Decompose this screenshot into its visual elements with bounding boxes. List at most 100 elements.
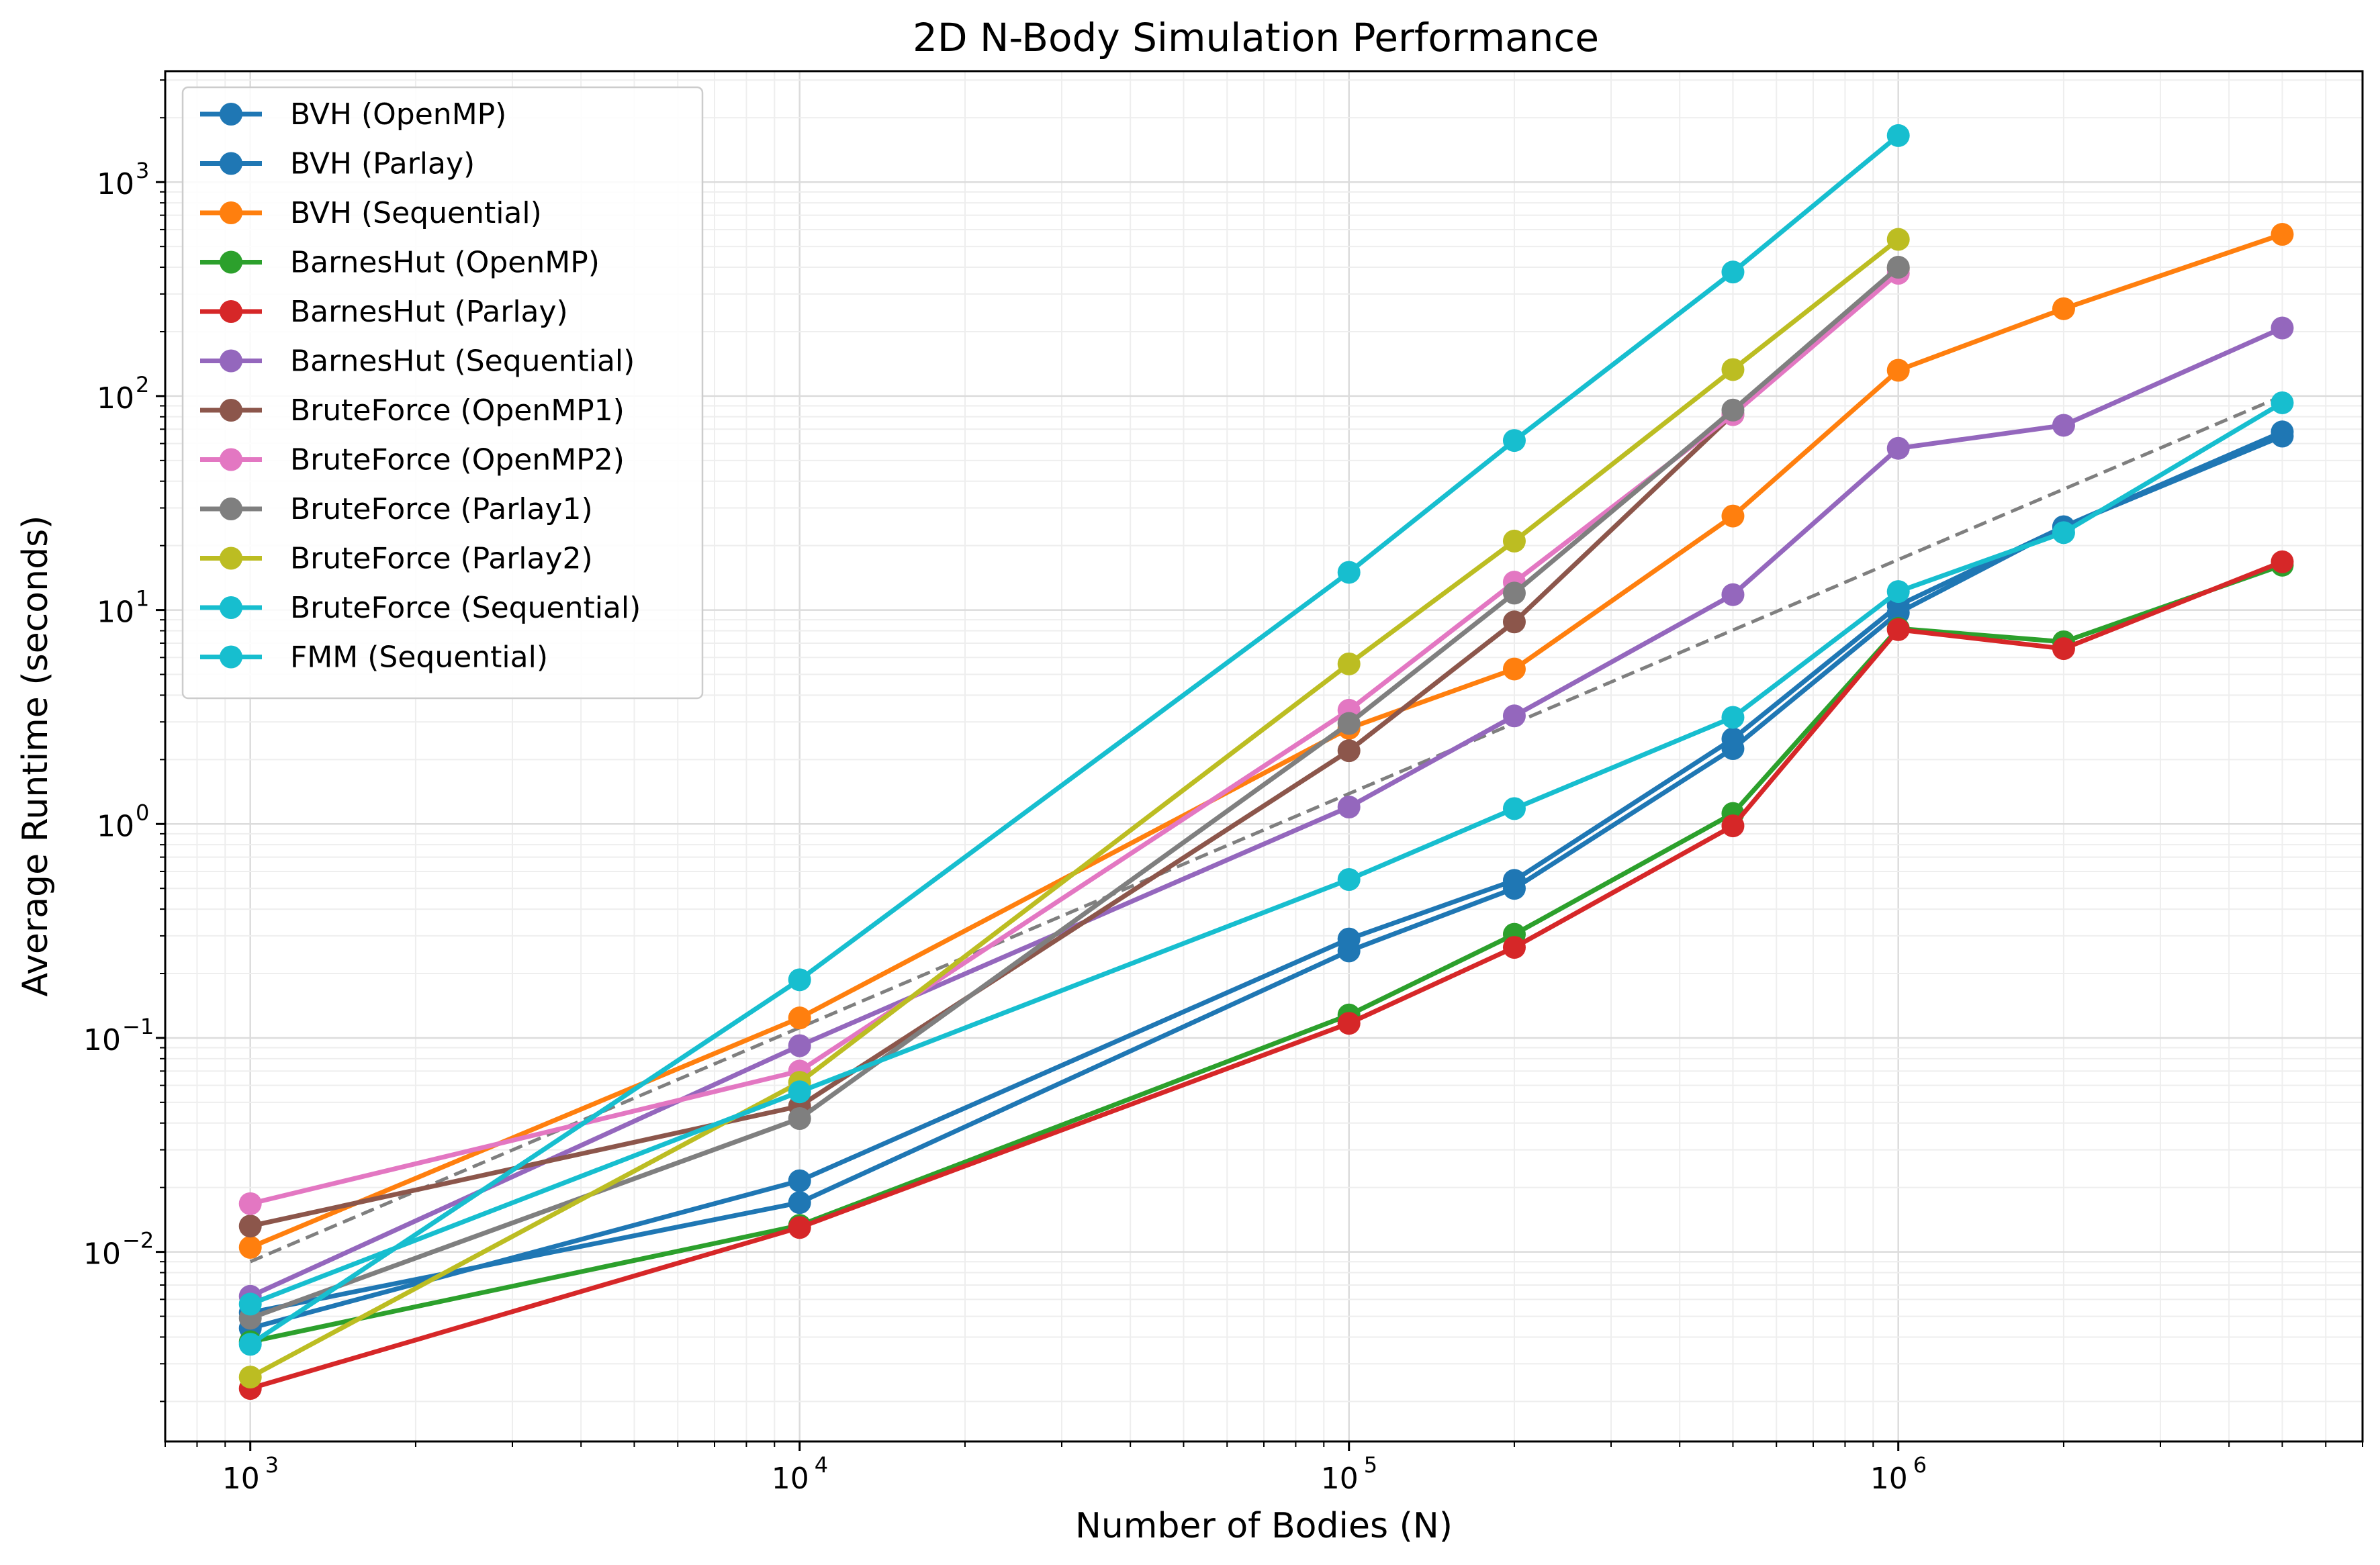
legend-item: BruteForce (OpenMP2) [200, 443, 625, 477]
legend-label: BVH (Sequential) [290, 196, 542, 230]
legend-item: BVH (OpenMP) [200, 97, 506, 132]
legend-label: BruteForce (Parlay1) [290, 492, 593, 526]
legend-marker-swatch [220, 201, 242, 224]
y-tick-label-exponent: 0 [136, 800, 149, 825]
series-12 [238, 391, 2294, 1316]
data-point [238, 1366, 262, 1389]
legend-label: FMM (Sequential) [290, 641, 548, 675]
series-line [249, 326, 2283, 1298]
data-point [1886, 359, 1910, 382]
data-point [1502, 704, 1526, 728]
data-point [1337, 652, 1361, 675]
legend-marker-swatch [220, 596, 242, 619]
chart-title: 2D N-Body Simulation Performance [913, 15, 1599, 60]
data-point [1721, 814, 1745, 838]
legend-marker-swatch [220, 300, 242, 323]
x-tick-label: 10 [1870, 1462, 1908, 1496]
data-point [1721, 706, 1745, 729]
data-point [2271, 316, 2294, 340]
series-11 [238, 124, 1910, 1356]
data-point [1337, 1012, 1361, 1035]
data-point [1721, 583, 1745, 606]
data-point [1337, 868, 1361, 892]
data-point [1502, 797, 1526, 820]
data-point [1337, 739, 1361, 763]
data-point [1886, 228, 1910, 251]
x-tick-label: 10 [222, 1462, 260, 1496]
legend-label: BruteForce (Sequential) [290, 591, 641, 625]
axis-ticks: 10 3 10 4 10 5 10 610 −210 −110 010 110 210 3 [83, 79, 2363, 1496]
y-tick-label-exponent: 2 [136, 372, 149, 397]
legend-item: BarnesHut (Sequential) [200, 344, 635, 379]
series-line [248, 134, 1900, 1347]
x-axis-label: Number of Bodies (N) [1075, 1506, 1453, 1546]
y-tick-label-exponent: −1 [122, 1014, 154, 1039]
data-point [2271, 391, 2294, 414]
data-point [2271, 420, 2294, 444]
y-tick-label-exponent: −2 [122, 1228, 154, 1253]
data-point [2052, 637, 2075, 661]
legend-marker-swatch [220, 399, 242, 422]
series-line [249, 430, 2283, 1331]
data-point [1721, 260, 1745, 284]
y-tick-label: 10 [83, 1023, 121, 1057]
data-point [238, 1215, 262, 1238]
data-point [1886, 124, 1910, 147]
data-point [238, 1192, 262, 1215]
data-point [1721, 727, 1745, 751]
legend-marker-swatch [220, 349, 242, 373]
legend-marker-swatch [220, 547, 242, 570]
legend-label: BVH (OpenMP) [290, 97, 506, 132]
y-tick-label-exponent: 3 [136, 158, 149, 183]
data-point [2271, 223, 2294, 246]
legend-marker-swatch [220, 448, 242, 471]
data-point [2052, 414, 2075, 437]
data-point [1886, 436, 1910, 460]
data-point [1502, 429, 1526, 453]
legend-item: BruteForce (Parlay1) [200, 492, 593, 526]
data-point [1337, 561, 1361, 584]
legend-label: BruteForce (Parlay2) [290, 542, 593, 576]
data-point [1502, 657, 1526, 681]
data-point [1502, 610, 1526, 634]
x-tick-label: 10 [1321, 1462, 1359, 1496]
plot-series [238, 124, 2294, 1401]
data-point [1502, 869, 1526, 892]
legend-label: BarnesHut (Sequential) [290, 344, 635, 379]
y-tick-label: 10 [97, 809, 134, 843]
series-3 [238, 223, 2294, 1259]
series-line [249, 563, 2283, 1344]
data-point [238, 1333, 262, 1356]
legend-item: BruteForce (Parlay2) [200, 542, 593, 576]
legend-item: BruteForce (OpenMP1) [200, 393, 625, 428]
legend-item: BVH (Sequential) [200, 196, 542, 230]
series-line [249, 232, 2283, 1250]
legend-box [181, 86, 704, 700]
data-point [788, 1216, 811, 1239]
legend-marker-swatch [220, 152, 242, 175]
data-point [1721, 504, 1745, 528]
legend-marker-swatch [220, 645, 242, 669]
series-line [249, 271, 1900, 1206]
data-point [1886, 256, 1910, 279]
legend-marker-swatch [220, 103, 242, 126]
x-tick-label-exponent: 6 [1913, 1452, 1927, 1478]
y-tick-label: 10 [83, 1237, 121, 1272]
data-point [788, 1191, 811, 1215]
series-9 [238, 256, 1910, 1330]
legend-label: BruteForce (OpenMP2) [290, 443, 625, 477]
series-line [249, 400, 2284, 1307]
data-point [1502, 581, 1526, 605]
data-point [1337, 712, 1361, 735]
y-axis-label: Average Runtime (seconds) [15, 516, 56, 997]
data-point [1886, 580, 1910, 604]
data-point [788, 1107, 811, 1131]
legend-item: BruteForce (Sequential) [200, 591, 641, 625]
legend-marker-swatch [220, 497, 242, 520]
legend-label: BarnesHut (Parlay) [290, 295, 568, 329]
data-point [1337, 796, 1361, 819]
legend-item: FMM (Sequential) [200, 641, 548, 675]
series-line [249, 237, 1900, 1380]
y-tick-label: 10 [97, 167, 134, 201]
data-point [1721, 398, 1745, 422]
